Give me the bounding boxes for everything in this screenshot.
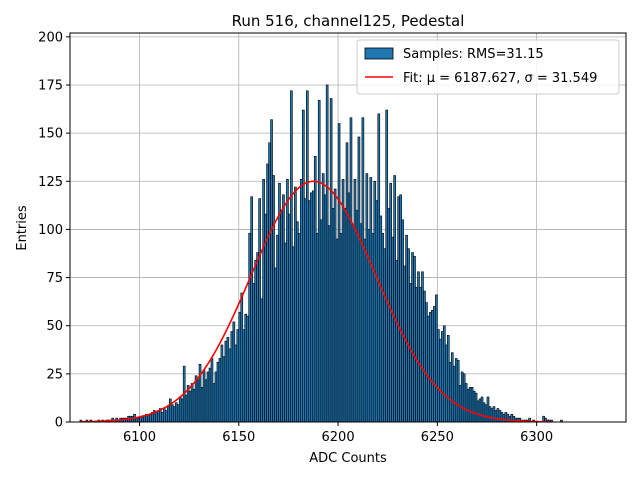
legend-label-samples: Samples: RMS=31.15 <box>403 47 544 62</box>
y-axis-label: Entries <box>15 205 30 251</box>
x-tick-label-0: 6100 <box>123 430 156 445</box>
ticks-layer: 6100 6150 6200 6250 6300 0 25 50 75 100 125 150 175 2… <box>38 30 553 445</box>
x-axis-label: ADC Counts <box>309 451 387 466</box>
y-tick-label-7: 175 <box>38 78 63 93</box>
y-tick-label-4: 100 <box>38 223 63 238</box>
gaussian-fit-line <box>79 180 553 423</box>
legend-label-fit: Fit: μ = 6187.627, σ = 31.549 <box>403 71 597 86</box>
x-tick-label-4: 6300 <box>520 430 553 445</box>
x-tick-label-2: 6200 <box>322 430 355 445</box>
y-tick-label-5: 125 <box>38 175 63 190</box>
x-tick-label-1: 6150 <box>222 430 255 445</box>
legend-bar-swatch <box>364 47 394 60</box>
y-tick-label-3: 75 <box>46 271 63 286</box>
x-tick-label-3: 6250 <box>421 430 454 445</box>
fit-layer <box>79 180 553 423</box>
legend: Samples: RMS=31.15 Fit: μ = 6187.627, σ … <box>356 39 620 95</box>
y-tick-label-0: 0 <box>55 416 63 431</box>
y-tick-label-1: 25 <box>46 367 63 382</box>
y-tick-label-8: 200 <box>38 30 63 45</box>
plot-frame <box>69 32 627 423</box>
y-tick-label-6: 150 <box>38 127 63 142</box>
y-tick-label-2: 50 <box>46 319 63 334</box>
chart-title: Run 516, channel125, Pedestal <box>232 12 465 30</box>
legend-box <box>356 39 620 95</box>
